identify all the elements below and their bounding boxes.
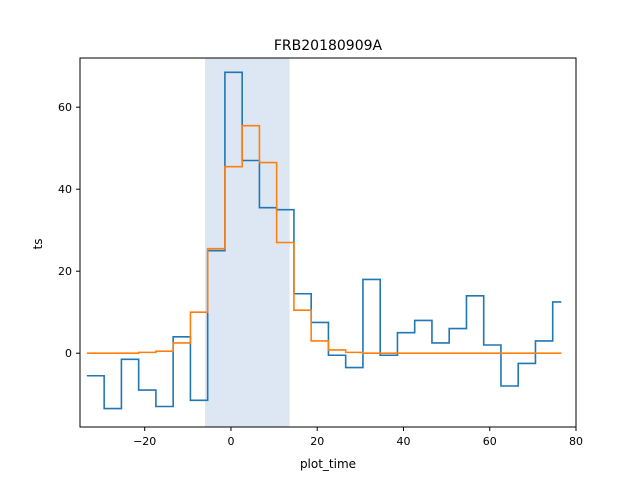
x-tick-label: 0 [227, 435, 234, 448]
x-tick-label: 40 [396, 435, 410, 448]
highlight-span [205, 58, 290, 427]
y-tick-label: 40 [58, 183, 72, 196]
series-line-2 [86, 124, 562, 354]
y-tick-label: 60 [58, 101, 72, 114]
y-axis-label: ts [31, 239, 45, 250]
x-ticks: −20 0 20 40 60 80 [133, 427, 583, 448]
series-line-1 [86, 71, 562, 410]
y-tick-label: 0 [65, 347, 72, 360]
axes-frame [79, 57, 577, 428]
x-tick-label: 20 [310, 435, 324, 448]
y-ticks: 0 20 40 60 [58, 101, 80, 360]
x-tick-label: 60 [483, 435, 497, 448]
series-layer [86, 71, 562, 410]
highlight-span-layer [205, 58, 290, 427]
x-axis-label: plot_time [300, 457, 356, 471]
x-tick-label: 80 [569, 435, 583, 448]
x-tick-label: −20 [133, 435, 156, 448]
y-tick-label: 20 [58, 265, 72, 278]
chart-title: FRB20180909A [274, 38, 383, 54]
